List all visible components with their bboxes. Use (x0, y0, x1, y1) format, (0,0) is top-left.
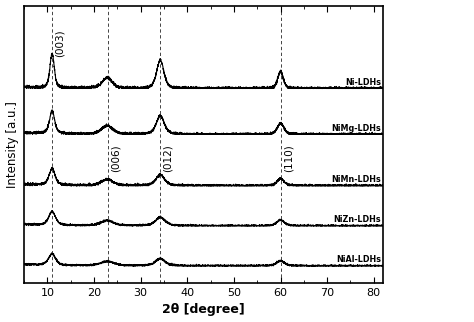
Text: (003): (003) (55, 30, 65, 58)
Y-axis label: Intensity [a.u.]: Intensity [a.u.] (6, 101, 18, 188)
Text: NiMg-LDHs: NiMg-LDHs (331, 124, 381, 133)
Text: (006): (006) (111, 144, 121, 172)
Text: (012): (012) (163, 144, 173, 172)
Text: NiAl-LDHs: NiAl-LDHs (336, 255, 381, 264)
X-axis label: 2θ [degree]: 2θ [degree] (162, 303, 245, 317)
Text: NiZn-LDHs: NiZn-LDHs (333, 215, 381, 224)
Text: Ni-LDHs: Ni-LDHs (345, 78, 381, 87)
Text: NiMn-LDHs: NiMn-LDHs (331, 175, 381, 184)
Text: (110): (110) (283, 144, 293, 172)
